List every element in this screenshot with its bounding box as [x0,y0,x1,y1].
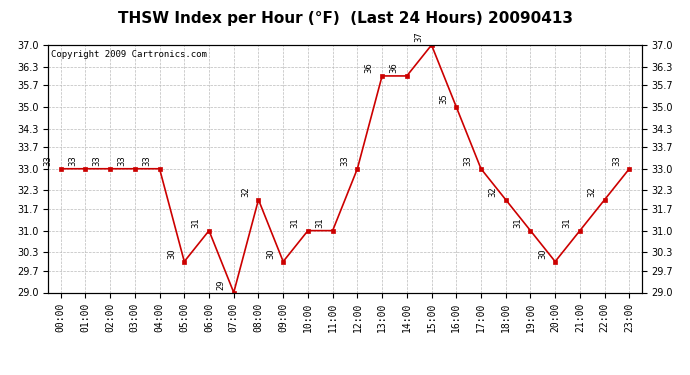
Text: 32: 32 [489,186,497,197]
Text: 37: 37 [414,32,423,42]
Text: 31: 31 [562,217,571,228]
Text: 30: 30 [538,248,547,259]
Text: 35: 35 [439,93,448,104]
Text: 33: 33 [92,155,102,166]
Text: 29: 29 [217,279,226,290]
Text: Copyright 2009 Cartronics.com: Copyright 2009 Cartronics.com [51,50,207,59]
Text: 30: 30 [266,248,275,259]
Text: 36: 36 [389,62,399,73]
Text: 33: 33 [117,155,126,166]
Text: 33: 33 [68,155,77,166]
Text: 32: 32 [587,186,596,197]
Text: 36: 36 [365,62,374,73]
Text: 32: 32 [241,186,250,197]
Text: 31: 31 [290,217,299,228]
Text: THSW Index per Hour (°F)  (Last 24 Hours) 20090413: THSW Index per Hour (°F) (Last 24 Hours)… [117,11,573,26]
Text: 33: 33 [142,155,151,166]
Text: 33: 33 [340,155,349,166]
Text: 31: 31 [315,217,324,228]
Text: 33: 33 [464,155,473,166]
Text: 31: 31 [192,217,201,228]
Text: 30: 30 [167,248,176,259]
Text: 31: 31 [513,217,522,228]
Text: 33: 33 [612,155,621,166]
Text: 33: 33 [43,155,52,166]
